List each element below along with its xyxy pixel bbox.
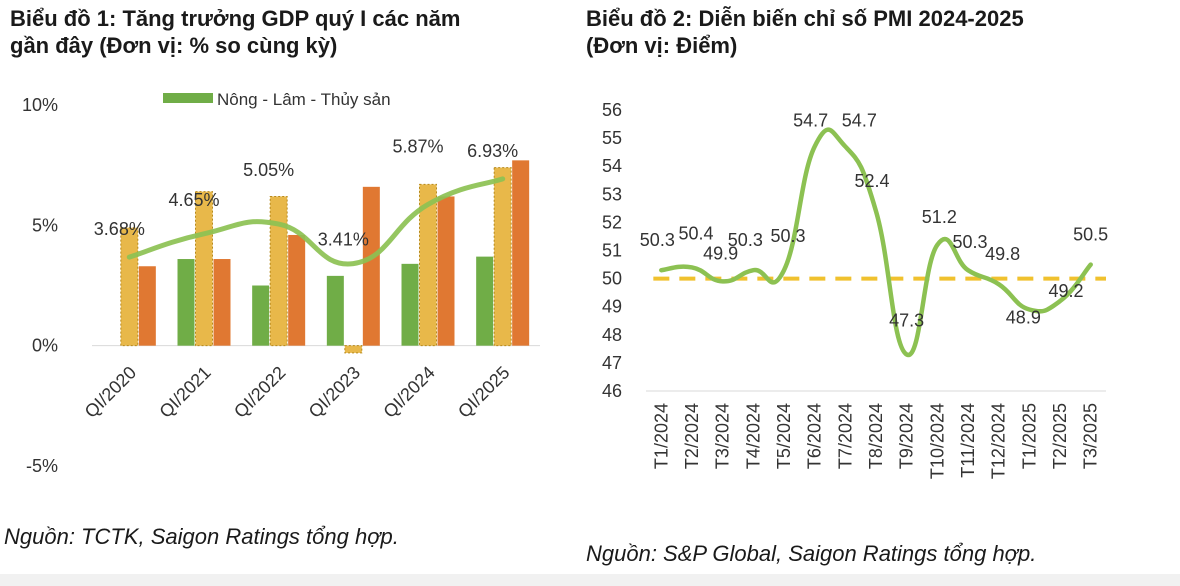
gdp-growth-line bbox=[126, 176, 506, 267]
gdp-chart-panel: Biểu đồ 1: Tăng trưởng GDP quý I các năm… bbox=[0, 0, 578, 586]
gdp-bar bbox=[344, 345, 363, 354]
x-tick-label: QI/2021 bbox=[155, 362, 214, 421]
y-tick-label: 54 bbox=[602, 156, 622, 176]
y-tick-label: -5% bbox=[26, 456, 58, 476]
legend-label: Nông - Lâm - Thủy sản bbox=[217, 90, 391, 109]
pmi-data-label: 50.5 bbox=[1073, 225, 1108, 245]
y-tick-label: 0% bbox=[32, 336, 58, 356]
x-tick-label: QI/2022 bbox=[230, 362, 289, 421]
gdp-bar bbox=[252, 285, 270, 346]
x-tick-label: T2/2025 bbox=[1050, 403, 1070, 469]
x-tick-label: T9/2024 bbox=[897, 403, 917, 469]
y-tick-label: 46 bbox=[602, 381, 622, 401]
x-tick-label: T2/2024 bbox=[682, 403, 702, 469]
pmi-data-label: 50.3 bbox=[728, 230, 763, 250]
gdp-bar bbox=[326, 275, 344, 346]
pmi-data-label: 49.2 bbox=[1048, 281, 1083, 301]
y-tick-label: 50 bbox=[602, 269, 622, 289]
x-tick-label: T10/2024 bbox=[927, 403, 947, 479]
gdp-bar bbox=[195, 191, 213, 347]
pmi-data-label: 49.9 bbox=[703, 243, 738, 263]
gdp-bar bbox=[269, 195, 288, 347]
y-tick-label: 51 bbox=[602, 241, 622, 261]
x-tick-label: QI/2025 bbox=[454, 362, 513, 421]
pmi-data-label: 50.4 bbox=[678, 223, 713, 243]
gdp-bar bbox=[138, 266, 156, 346]
gdp-data-label: 5.87% bbox=[392, 136, 443, 156]
legend-swatch bbox=[163, 93, 213, 103]
gdp-bar bbox=[177, 259, 195, 346]
gdp-bar bbox=[288, 234, 306, 346]
pmi-line bbox=[659, 127, 1093, 357]
gdp-bar bbox=[476, 256, 494, 346]
gdp-bar bbox=[419, 183, 437, 347]
gdp-bar bbox=[437, 196, 455, 346]
gdp-chart-title-line1: Biểu đồ 1: Tăng trưởng GDP quý I các năm bbox=[10, 6, 461, 31]
x-tick-label: QI/2020 bbox=[81, 362, 140, 421]
x-tick-label: T3/2024 bbox=[713, 403, 733, 469]
pmi-data-label: 47.3 bbox=[889, 310, 924, 330]
pmi-chart-title-line2: (Đơn vị: Điểm) bbox=[586, 33, 738, 58]
x-tick-label: T1/2025 bbox=[1019, 403, 1039, 469]
y-tick-label: 48 bbox=[602, 325, 622, 345]
y-tick-label: 49 bbox=[602, 297, 622, 317]
x-tick-label: T11/2024 bbox=[958, 403, 978, 478]
gdp-bar bbox=[362, 186, 380, 346]
gdp-data-label: 6.93% bbox=[467, 141, 518, 161]
gdp-data-label: 4.65% bbox=[168, 190, 219, 210]
y-tick-label: 52 bbox=[602, 212, 622, 232]
pmi-data-label: 51.2 bbox=[922, 207, 957, 227]
x-tick-label: T12/2024 bbox=[989, 403, 1009, 479]
pmi-chart-source: Nguồn: S&P Global, Saigon Ratings tổng h… bbox=[586, 541, 1037, 566]
gdp-chart-svg: 10% 5% 0% -5% QI/2020 QI/2021 QI/2022 QI/2023 QI… bbox=[22, 90, 540, 476]
x-tick-label: T3/2025 bbox=[1081, 403, 1101, 469]
y-tick-label: 56 bbox=[602, 100, 622, 120]
x-tick-label: T8/2024 bbox=[866, 403, 886, 469]
x-tick-label: T7/2024 bbox=[835, 403, 855, 469]
y-tick-label: 47 bbox=[602, 353, 622, 373]
x-tick-label: T6/2024 bbox=[805, 403, 825, 469]
gdp-bar bbox=[512, 160, 530, 346]
pmi-data-label: 50.3 bbox=[952, 232, 987, 252]
gdp-chart-title: Biểu đồ 1: Tăng trưởng GDP quý I các năm… bbox=[10, 5, 570, 59]
y-tick-label: 10% bbox=[22, 95, 58, 115]
gdp-bar bbox=[493, 167, 512, 347]
x-tick-label: T4/2024 bbox=[743, 403, 763, 469]
gdp-data-label: 3.68% bbox=[94, 219, 145, 239]
pmi-chart-title: Biểu đồ 2: Diễn biến chỉ số PMI 2024-202… bbox=[586, 5, 1176, 59]
gdp-chart-title-line2: gần đây (Đơn vị: % so cùng kỳ) bbox=[10, 33, 338, 58]
y-tick-label: 53 bbox=[602, 184, 622, 204]
gdp-data-label: 3.41% bbox=[318, 230, 369, 250]
pmi-data-label: 52.4 bbox=[854, 171, 889, 191]
pmi-data-label: 50.3 bbox=[640, 230, 675, 250]
pmi-chart-svg: 56 55 54 53 52 51 50 49 48 47 46 T1/2024 T2/2024 T3/2… bbox=[602, 100, 1108, 479]
x-tick-label: QI/2024 bbox=[379, 362, 438, 421]
bottom-strip bbox=[0, 574, 1180, 586]
gdp-bar bbox=[213, 259, 231, 346]
pmi-data-label: 54.7 bbox=[842, 111, 877, 131]
pmi-data-label: 48.9 bbox=[1006, 308, 1041, 328]
y-tick-label: 5% bbox=[32, 215, 58, 235]
gdp-bar bbox=[401, 263, 419, 346]
y-tick-label: 55 bbox=[602, 128, 622, 148]
pmi-data-label: 54.7 bbox=[793, 111, 828, 131]
x-tick-label: T1/2024 bbox=[651, 403, 671, 469]
gdp-chart-source: Nguồn: TCTK, Saigon Ratings tổng hợp. bbox=[4, 524, 399, 549]
x-tick-label: QI/2023 bbox=[305, 362, 364, 421]
pmi-data-label: 49.8 bbox=[985, 244, 1020, 264]
gdp-bar bbox=[120, 227, 139, 347]
pmi-data-label: 50.3 bbox=[770, 226, 805, 246]
pmi-chart-title-line1: Biểu đồ 2: Diễn biến chỉ số PMI 2024-202… bbox=[586, 6, 1024, 31]
gdp-data-label: 5.05% bbox=[243, 160, 294, 180]
pmi-chart-panel: Biểu đồ 2: Diễn biến chỉ số PMI 2024-202… bbox=[578, 0, 1180, 586]
x-tick-label: T5/2024 bbox=[774, 403, 794, 469]
